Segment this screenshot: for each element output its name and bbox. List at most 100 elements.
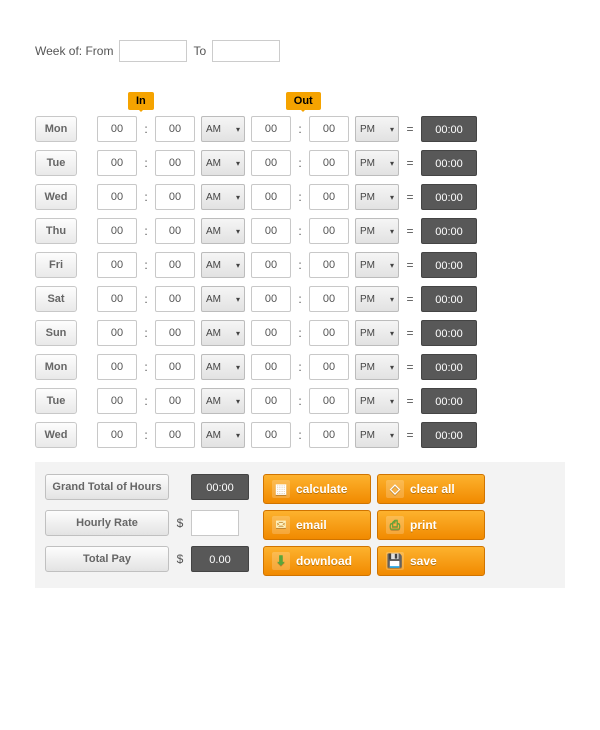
row-total: 00:00	[421, 218, 477, 244]
out-ampm-select[interactable]: PM▾	[355, 252, 399, 278]
clear-button[interactable]: ◇ clear all	[377, 474, 485, 504]
out-hour-input[interactable]	[251, 150, 291, 176]
out-hour-input[interactable]	[251, 354, 291, 380]
print-button[interactable]: ⎙ print	[377, 510, 485, 540]
row-total: 00:00	[421, 116, 477, 142]
colon: :	[297, 292, 303, 306]
in-hour-input[interactable]	[97, 422, 137, 448]
time-row: Tue:AM▾:PM▾=00:00	[35, 388, 565, 414]
email-label: email	[296, 518, 327, 532]
day-label: Sun	[35, 320, 77, 346]
out-hour-input[interactable]	[251, 252, 291, 278]
out-ampm-select[interactable]: PM▾	[355, 116, 399, 142]
in-min-input[interactable]	[155, 150, 195, 176]
in-ampm-select[interactable]: AM▾	[201, 116, 245, 142]
in-out-tag-row: In Out	[35, 92, 565, 110]
colon: :	[143, 292, 149, 306]
in-ampm-select[interactable]: AM▾	[201, 286, 245, 312]
out-hour-input[interactable]	[251, 388, 291, 414]
out-ampm-select[interactable]: PM▾	[355, 286, 399, 312]
in-hour-input[interactable]	[97, 218, 137, 244]
out-ampm-select[interactable]: PM▾	[355, 388, 399, 414]
out-min-input[interactable]	[309, 388, 349, 414]
chevron-down-icon: ▾	[236, 125, 240, 134]
out-min-input[interactable]	[309, 422, 349, 448]
out-min-input[interactable]	[309, 354, 349, 380]
chevron-down-icon: ▾	[236, 193, 240, 202]
in-hour-input[interactable]	[97, 354, 137, 380]
out-min-input[interactable]	[309, 116, 349, 142]
in-hour-input[interactable]	[97, 150, 137, 176]
time-row: Wed:AM▾:PM▾=00:00	[35, 184, 565, 210]
in-hour-input[interactable]	[97, 286, 137, 312]
out-min-input[interactable]	[309, 150, 349, 176]
in-min-input[interactable]	[155, 354, 195, 380]
in-hour-input[interactable]	[97, 116, 137, 142]
in-min-input[interactable]	[155, 218, 195, 244]
time-row: Sun:AM▾:PM▾=00:00	[35, 320, 565, 346]
chevron-down-icon: ▾	[390, 363, 394, 372]
chevron-down-icon: ▾	[390, 397, 394, 406]
download-button[interactable]: ⬇ download	[263, 546, 371, 576]
download-label: download	[296, 554, 352, 568]
in-ampm-select[interactable]: AM▾	[201, 252, 245, 278]
in-ampm-select[interactable]: AM▾	[201, 388, 245, 414]
in-ampm-select[interactable]: AM▾	[201, 354, 245, 380]
out-min-input[interactable]	[309, 320, 349, 346]
rate-input[interactable]	[191, 510, 239, 536]
in-min-input[interactable]	[155, 286, 195, 312]
email-button[interactable]: ✉ email	[263, 510, 371, 540]
out-hour-input[interactable]	[251, 422, 291, 448]
time-row: Wed:AM▾:PM▾=00:00	[35, 422, 565, 448]
chevron-down-icon: ▾	[390, 261, 394, 270]
out-min-input[interactable]	[309, 252, 349, 278]
chevron-down-icon: ▾	[236, 397, 240, 406]
out-ampm-select[interactable]: PM▾	[355, 184, 399, 210]
out-tag: Out	[286, 92, 321, 110]
colon: :	[143, 360, 149, 374]
chevron-down-icon: ▾	[236, 159, 240, 168]
out-min-input[interactable]	[309, 286, 349, 312]
out-hour-input[interactable]	[251, 286, 291, 312]
out-hour-input[interactable]	[251, 320, 291, 346]
week-to-label: To	[193, 44, 206, 58]
out-hour-input[interactable]	[251, 218, 291, 244]
in-min-input[interactable]	[155, 184, 195, 210]
time-row: Tue:AM▾:PM▾=00:00	[35, 150, 565, 176]
rate-label: Hourly Rate	[45, 510, 169, 536]
grand-total-label: Grand Total of Hours	[45, 474, 169, 500]
week-from-input[interactable]	[119, 40, 187, 62]
in-hour-input[interactable]	[97, 388, 137, 414]
save-button[interactable]: 💾 save	[377, 546, 485, 576]
in-ampm-select[interactable]: AM▾	[201, 422, 245, 448]
out-ampm-select[interactable]: PM▾	[355, 150, 399, 176]
out-min-input[interactable]	[309, 218, 349, 244]
out-ampm-select[interactable]: PM▾	[355, 320, 399, 346]
out-min-input[interactable]	[309, 184, 349, 210]
in-ampm-select[interactable]: AM▾	[201, 218, 245, 244]
in-min-input[interactable]	[155, 422, 195, 448]
day-label: Tue	[35, 388, 77, 414]
in-ampm-select[interactable]: AM▾	[201, 320, 245, 346]
in-min-input[interactable]	[155, 116, 195, 142]
time-row: Fri:AM▾:PM▾=00:00	[35, 252, 565, 278]
in-ampm-select[interactable]: AM▾	[201, 184, 245, 210]
week-to-input[interactable]	[212, 40, 280, 62]
save-label: save	[410, 554, 437, 568]
in-min-input[interactable]	[155, 388, 195, 414]
out-hour-input[interactable]	[251, 184, 291, 210]
out-ampm-select[interactable]: PM▾	[355, 218, 399, 244]
email-icon: ✉	[272, 516, 290, 534]
in-hour-input[interactable]	[97, 252, 137, 278]
clear-label: clear all	[410, 482, 455, 496]
out-ampm-select[interactable]: PM▾	[355, 422, 399, 448]
calculate-button[interactable]: ▦ calculate	[263, 474, 371, 504]
out-hour-input[interactable]	[251, 116, 291, 142]
in-min-input[interactable]	[155, 320, 195, 346]
chevron-down-icon: ▾	[390, 227, 394, 236]
in-ampm-select[interactable]: AM▾	[201, 150, 245, 176]
out-ampm-select[interactable]: PM▾	[355, 354, 399, 380]
in-hour-input[interactable]	[97, 184, 137, 210]
in-min-input[interactable]	[155, 252, 195, 278]
in-hour-input[interactable]	[97, 320, 137, 346]
